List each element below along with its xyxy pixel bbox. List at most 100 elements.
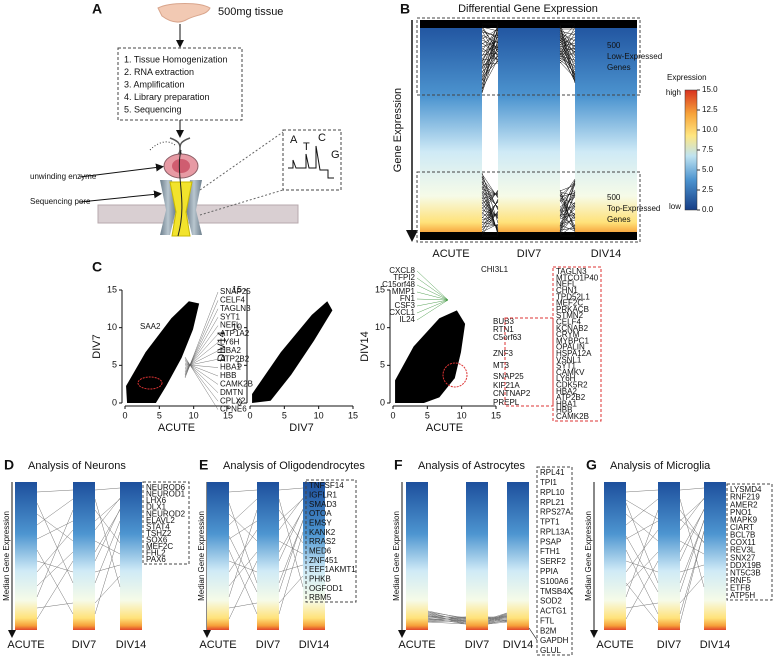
gene-label: SOD2	[540, 597, 562, 606]
connector	[559, 182, 576, 212]
y-tick-label: 15	[232, 284, 242, 294]
y-axis-label: Median Gene Expression	[2, 511, 11, 601]
gene-label: MED6	[309, 546, 332, 555]
gene-label: CAMK2B	[556, 412, 589, 421]
step: 4. Library preparation	[124, 92, 210, 102]
gene-label: BUB3	[493, 317, 514, 326]
gene-label: SOX6	[146, 535, 168, 544]
connector	[559, 227, 576, 231]
highlight-points	[137, 376, 163, 390]
gene-label: SNAP25	[493, 372, 524, 381]
connector	[228, 529, 258, 573]
gene-label: MEF2C	[556, 299, 583, 308]
connector	[559, 30, 576, 44]
connector	[487, 616, 508, 620]
connector	[679, 508, 705, 562]
panel-letter: C	[92, 259, 102, 275]
gene-label: NEUROD1	[146, 490, 186, 499]
connector	[679, 575, 705, 604]
gene-label: PRKACB	[556, 305, 589, 314]
gene-label: BCL7B	[730, 531, 755, 540]
gene-band	[420, 20, 637, 28]
y-tick-label: 15	[107, 284, 117, 294]
connector	[559, 26, 576, 56]
connector	[559, 205, 576, 229]
gene-label: LY6H	[556, 374, 576, 383]
gene-label: HBB	[556, 406, 572, 415]
expression-column	[420, 20, 482, 240]
y-tick-label: 5	[380, 360, 385, 370]
gene-label: RNF5	[730, 576, 751, 585]
gene-label: C5orf63	[493, 333, 522, 342]
x-tick-label: 5	[425, 410, 430, 420]
connector	[559, 47, 576, 53]
gene-label: ATP2B2	[556, 393, 586, 402]
gene-label: CPNE6	[220, 405, 247, 414]
connector	[278, 487, 304, 491]
connector	[228, 509, 258, 598]
highlight-box	[504, 317, 554, 407]
group-label: Genes	[607, 63, 631, 72]
expression-column	[406, 482, 428, 630]
panel-letter: G	[586, 457, 597, 473]
gene-label: KIF21A	[493, 381, 520, 390]
gene-label: CHN1	[556, 286, 578, 295]
group-box	[416, 171, 641, 243]
colorbar-title: Expression	[667, 73, 707, 82]
connector	[559, 57, 576, 67]
connector	[559, 39, 576, 53]
connector	[36, 502, 74, 584]
connector	[278, 509, 304, 553]
gene-label: MMP1	[392, 287, 416, 296]
connector	[228, 549, 258, 615]
group-box	[416, 17, 641, 96]
gene-label: TAGLN3	[556, 267, 587, 276]
enzyme-label: unwinding enzyme	[30, 172, 97, 181]
gene-label: GAPDH	[540, 636, 569, 645]
connector	[487, 621, 508, 625]
arrow	[79, 190, 162, 203]
connector	[559, 213, 576, 217]
gene-label: TPT1	[540, 518, 560, 527]
connector	[487, 619, 508, 625]
y-axis-label: DIV14	[216, 331, 228, 362]
y-axis-label: DIV7	[91, 334, 103, 358]
gene-label: PNO1	[730, 508, 752, 517]
connector	[625, 513, 659, 542]
connector	[625, 489, 659, 493]
connector	[94, 509, 121, 544]
gene-label: CAMK2B	[220, 380, 253, 389]
gene-label: ACTG1	[540, 607, 567, 616]
connector	[481, 58, 499, 90]
connector	[94, 487, 121, 491]
gene-label: PAX6	[146, 555, 166, 564]
gene-label: SNX27	[730, 553, 756, 562]
gene-label: GLUL	[540, 646, 561, 655]
connector	[278, 531, 304, 615]
connector	[559, 194, 576, 230]
gene-label: TPI1	[540, 478, 557, 487]
y-tick-label: 15	[375, 284, 385, 294]
expression-column	[303, 482, 325, 630]
gene-band	[420, 232, 637, 240]
gene-label: RPL21	[540, 498, 565, 507]
connector	[416, 291, 449, 301]
connector	[94, 497, 121, 531]
connector	[559, 38, 576, 80]
gene-label: SYT1	[556, 362, 577, 371]
step: 2. RNA extraction	[124, 67, 194, 77]
x-tick-label: 0	[247, 410, 252, 420]
connector	[278, 519, 304, 593]
connector	[481, 190, 499, 208]
connector	[559, 26, 576, 84]
connector	[559, 61, 576, 79]
gene-label: PREPL	[493, 398, 520, 407]
x-axis-label: DIV7	[289, 422, 313, 434]
gene-label: FN1	[400, 294, 416, 303]
connector	[278, 509, 304, 544]
connector	[559, 59, 576, 73]
y-tick-label: 10	[232, 322, 242, 332]
step: 1. Tissue Homogenization	[124, 54, 228, 64]
group-label: 500	[607, 193, 621, 202]
